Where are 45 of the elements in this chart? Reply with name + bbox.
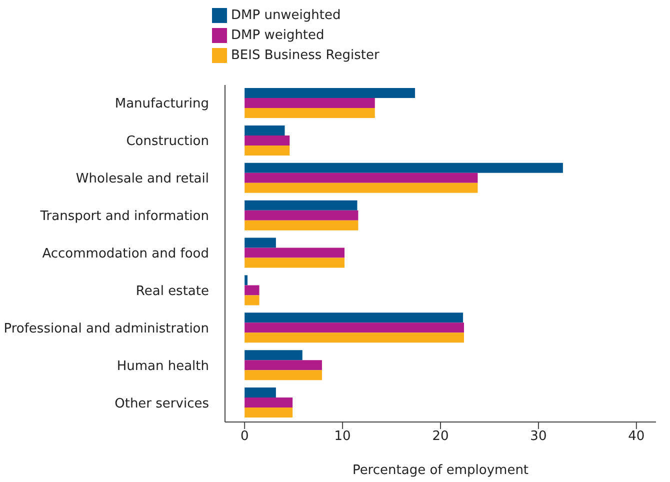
bar [244, 238, 276, 248]
x-tick-label: 30 [530, 429, 547, 444]
y-tick-label: Other services [114, 396, 210, 412]
bar [244, 322, 464, 333]
x-tick-label: 0 [240, 429, 249, 444]
y-tick-label: Wholesale and retail [76, 172, 209, 187]
bar [244, 182, 478, 193]
bar [244, 248, 345, 258]
x-tick-label: 40 [628, 429, 645, 444]
y-tick-label: Professional and administration [4, 321, 209, 336]
legend-label: DMP unweighted [231, 8, 341, 23]
bar [244, 125, 285, 136]
legend-label: BEIS Business Register [231, 48, 380, 63]
bar [244, 210, 358, 220]
bar [244, 258, 345, 268]
bar [244, 172, 478, 183]
bar [244, 88, 416, 98]
bar [244, 108, 375, 118]
bar [244, 360, 322, 370]
bar [244, 162, 563, 173]
x-tick-label: 10 [334, 429, 351, 444]
bar [244, 200, 358, 210]
y-tick-label: Real estate [136, 284, 209, 299]
bar [244, 370, 322, 380]
bar [244, 285, 260, 296]
y-tick-label: Transport and information [39, 209, 209, 224]
bar [244, 332, 464, 343]
bar [244, 135, 290, 146]
y-tick-label: Construction [126, 134, 209, 150]
bar [244, 350, 302, 360]
bar [244, 408, 293, 418]
bar [244, 398, 293, 408]
bar [244, 220, 358, 230]
y-tick-label: Manufacturing [114, 96, 209, 112]
legend-label: DMP weighted [231, 28, 324, 43]
bar [244, 145, 290, 156]
y-tick-label: Human health [116, 358, 209, 374]
y-tick-label: Accommodation and food [42, 246, 209, 262]
x-tick-label: 20 [432, 429, 449, 444]
x-axis-title: Percentage of employment [352, 463, 529, 478]
bar [244, 275, 248, 286]
bar [244, 388, 276, 398]
bar [244, 98, 375, 108]
bar [244, 312, 464, 323]
bar [244, 295, 260, 306]
